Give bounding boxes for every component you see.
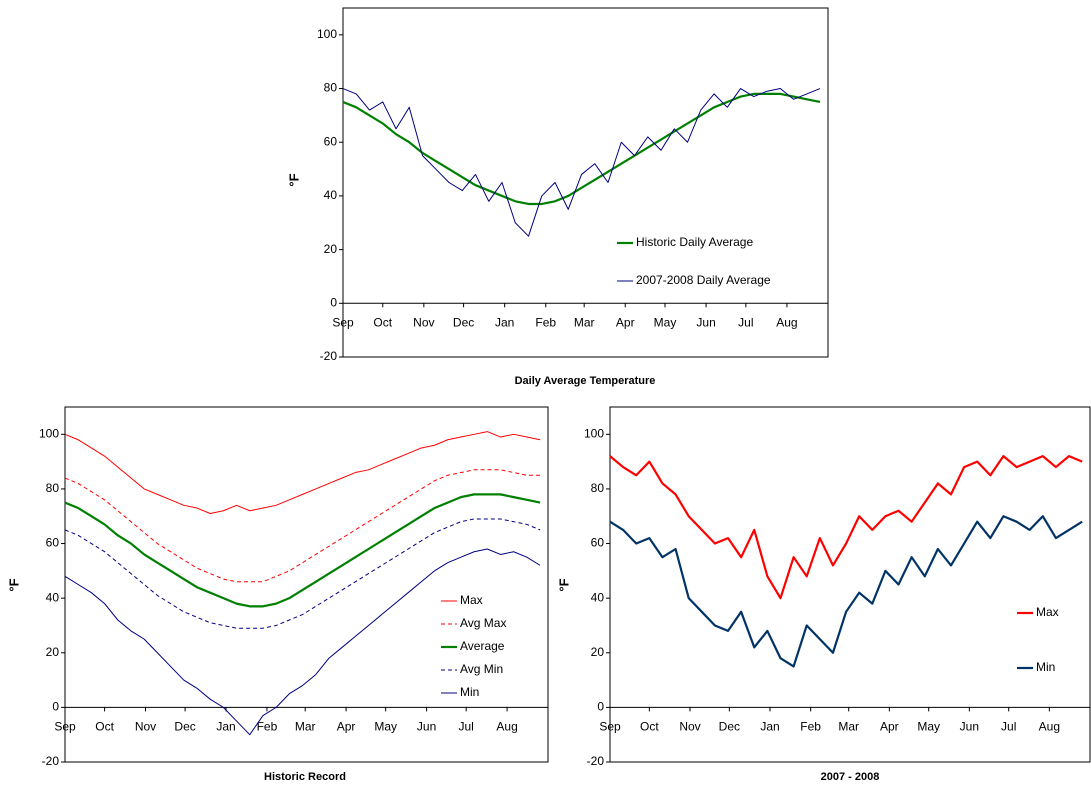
- x-tick-label: Oct: [373, 315, 392, 329]
- y-tick-label: 40: [591, 590, 605, 604]
- x-tick-label: Jun: [696, 315, 715, 329]
- x-tick-label: Jul: [459, 720, 474, 734]
- chart-title: 2007 - 2008: [821, 771, 880, 783]
- x-tick-label: Jun: [417, 720, 436, 734]
- x-tick-label: Sep: [332, 315, 354, 329]
- series-line: [64, 518, 541, 629]
- x-tick-label: Sep: [54, 720, 76, 734]
- y-tick-label: 80: [324, 81, 338, 95]
- x-tick-label: Jul: [738, 315, 753, 329]
- chart-title: Historic Record: [264, 771, 346, 783]
- x-tick-label: Apr: [616, 315, 635, 329]
- plot-frame: [342, 7, 829, 358]
- x-tick-label: Dec: [453, 315, 474, 329]
- x-tick-label: Dec: [174, 720, 195, 734]
- x-tick-label: Sep: [599, 720, 621, 734]
- y-tick-label: -20: [587, 754, 605, 768]
- series-line: [609, 515, 1083, 668]
- y-tick-label: 40: [46, 590, 60, 604]
- y-tick-label: 20: [324, 242, 338, 256]
- y-axis-label: °F: [286, 173, 301, 186]
- y-tick-label: 40: [324, 188, 338, 202]
- x-tick-label: Jan: [495, 315, 514, 329]
- series-line: [64, 431, 541, 514]
- x-tick-label: Apr: [880, 720, 899, 734]
- x-tick-label: Feb: [800, 720, 821, 734]
- x-tick-label: Nov: [413, 315, 434, 329]
- legend-label: Avg Min: [460, 662, 503, 676]
- x-tick-label: Oct: [640, 720, 659, 734]
- y-tick-label: 0: [52, 700, 59, 714]
- series-line: [342, 88, 821, 237]
- y-tick-label: 100: [317, 27, 337, 41]
- x-tick-label: Jan: [760, 720, 779, 734]
- y-axis-label: °F: [6, 578, 21, 591]
- y-axis-label: °F: [556, 578, 571, 591]
- y-tick-label: -20: [320, 349, 338, 363]
- legend-label: Historic Daily Average: [636, 235, 753, 249]
- y-tick-label: 60: [46, 536, 60, 550]
- plot-frame: [609, 406, 1091, 763]
- plot-frame: [64, 406, 549, 763]
- legend-label: Avg Max: [460, 616, 506, 630]
- y-tick-label: 80: [591, 481, 605, 495]
- x-tick-label: Dec: [719, 720, 740, 734]
- y-tick-label: 0: [330, 295, 337, 309]
- y-tick-label: 100: [39, 426, 59, 440]
- y-tick-label: -20: [42, 754, 60, 768]
- x-tick-label: Mar: [838, 720, 859, 734]
- x-tick-label: May: [654, 315, 677, 329]
- y-tick-label: 80: [46, 481, 60, 495]
- x-tick-label: Nov: [679, 720, 700, 734]
- y-tick-label: 100: [584, 426, 604, 440]
- x-tick-label: Aug: [776, 315, 797, 329]
- x-tick-label: Mar: [574, 315, 595, 329]
- x-tick-label: Jul: [1001, 720, 1016, 734]
- x-tick-label: Apr: [337, 720, 356, 734]
- x-tick-label: Jun: [960, 720, 979, 734]
- legend-label: Max: [460, 593, 483, 607]
- x-tick-label: Aug: [1039, 720, 1060, 734]
- y-tick-label: 20: [46, 645, 60, 659]
- series-line: [64, 548, 541, 736]
- y-tick-label: 60: [591, 536, 605, 550]
- x-tick-label: Feb: [535, 315, 556, 329]
- legend-label: Average: [460, 639, 505, 653]
- legend-label: Min: [460, 685, 479, 699]
- x-tick-label: Oct: [95, 720, 114, 734]
- series-line: [342, 92, 821, 206]
- legend-label: Max: [1036, 605, 1059, 619]
- legend-label: Min: [1036, 660, 1055, 674]
- x-tick-label: Aug: [496, 720, 517, 734]
- x-tick-label: Mar: [295, 720, 316, 734]
- series-line: [64, 469, 541, 583]
- series-line: [609, 455, 1083, 600]
- x-tick-label: Jan: [216, 720, 235, 734]
- y-tick-label: 20: [591, 645, 605, 659]
- legend-label: 2007-2008 Daily Average: [636, 273, 771, 287]
- chart-title: Daily Average Temperature: [515, 375, 656, 387]
- x-tick-label: Nov: [135, 720, 156, 734]
- series-line: [64, 493, 541, 608]
- x-tick-label: Feb: [257, 720, 278, 734]
- y-tick-label: 0: [597, 700, 604, 714]
- x-tick-label: May: [917, 720, 940, 734]
- x-tick-label: May: [374, 720, 397, 734]
- y-tick-label: 60: [324, 134, 338, 148]
